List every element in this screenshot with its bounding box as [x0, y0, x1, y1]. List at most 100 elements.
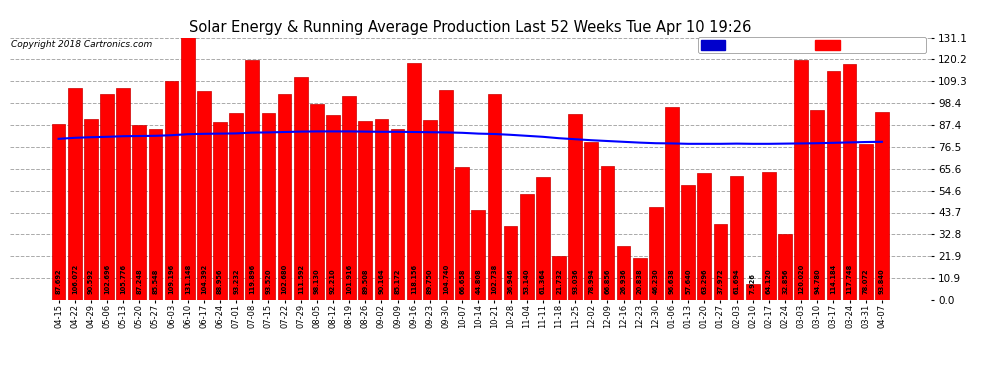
Bar	[520, 194, 534, 300]
Bar	[326, 116, 340, 300]
Bar	[584, 142, 598, 300]
Text: 93.036: 93.036	[572, 268, 578, 294]
Text: 93.232: 93.232	[234, 268, 240, 294]
Text: 92.210: 92.210	[330, 268, 336, 294]
Bar	[440, 90, 452, 300]
Text: 89.508: 89.508	[362, 268, 368, 294]
Text: 87.248: 87.248	[137, 268, 143, 294]
Text: 93.840: 93.840	[879, 268, 885, 294]
Text: 90.592: 90.592	[88, 268, 94, 294]
Bar	[665, 106, 679, 300]
Text: 106.072: 106.072	[71, 264, 78, 294]
Bar	[842, 64, 856, 300]
Bar	[875, 112, 889, 300]
Text: 109.196: 109.196	[168, 264, 174, 294]
Bar	[681, 184, 695, 300]
Bar	[391, 129, 405, 300]
Text: 89.750: 89.750	[427, 268, 433, 294]
Bar	[51, 124, 65, 300]
Bar	[374, 120, 388, 300]
Text: 119.896: 119.896	[249, 264, 255, 294]
Text: 85.172: 85.172	[395, 268, 401, 294]
Bar	[698, 173, 711, 300]
Bar	[343, 96, 356, 300]
Text: 36.946: 36.946	[508, 268, 514, 294]
Text: 37.972: 37.972	[718, 268, 724, 294]
Text: 85.548: 85.548	[152, 268, 158, 294]
Bar	[488, 94, 501, 300]
Text: 111.592: 111.592	[298, 264, 304, 294]
Text: 131.148: 131.148	[185, 264, 191, 294]
Text: 64.120: 64.120	[766, 268, 772, 294]
Text: 90.164: 90.164	[378, 268, 384, 294]
Bar	[278, 94, 291, 300]
Bar	[762, 172, 776, 300]
Bar	[617, 246, 631, 300]
Bar	[471, 210, 485, 300]
Text: 66.856: 66.856	[605, 268, 611, 294]
Bar	[730, 177, 743, 300]
Text: 101.916: 101.916	[346, 264, 352, 294]
Text: Copyright 2018 Cartronics.com: Copyright 2018 Cartronics.com	[11, 40, 152, 49]
Text: 96.638: 96.638	[669, 268, 675, 294]
Bar	[133, 125, 147, 300]
Text: 120.020: 120.020	[798, 264, 804, 294]
Bar	[100, 94, 114, 300]
Text: 7.926: 7.926	[749, 273, 755, 294]
Text: 104.392: 104.392	[201, 264, 207, 294]
Bar	[148, 129, 162, 300]
Bar	[601, 166, 615, 300]
Text: 118.156: 118.156	[411, 264, 417, 294]
Bar	[536, 177, 549, 300]
Text: 114.184: 114.184	[831, 264, 837, 294]
Bar	[164, 81, 178, 300]
Bar	[213, 122, 227, 300]
Text: 32.856: 32.856	[782, 268, 788, 294]
Text: 88.956: 88.956	[217, 268, 223, 294]
Text: 102.696: 102.696	[104, 264, 110, 294]
Text: 53.140: 53.140	[524, 268, 530, 294]
Text: 102.680: 102.680	[281, 264, 288, 294]
Text: 94.780: 94.780	[815, 268, 821, 294]
Bar	[859, 144, 872, 300]
Text: 78.994: 78.994	[588, 268, 594, 294]
Bar	[246, 60, 259, 300]
Bar	[504, 226, 518, 300]
Bar	[116, 88, 130, 300]
Text: 61.364: 61.364	[540, 268, 545, 294]
Text: 105.776: 105.776	[120, 264, 126, 294]
Bar	[358, 121, 372, 300]
Bar	[230, 113, 243, 300]
Bar	[649, 207, 662, 300]
Legend: Average  (kWh), Weekly  (kWh): Average (kWh), Weekly (kWh)	[698, 37, 926, 53]
Bar	[811, 110, 825, 300]
Text: 61.694: 61.694	[734, 268, 740, 294]
Text: 26.936: 26.936	[621, 268, 627, 294]
Text: 93.520: 93.520	[265, 268, 271, 294]
Bar	[407, 63, 421, 300]
Text: 66.658: 66.658	[459, 268, 465, 294]
Bar	[261, 113, 275, 300]
Bar	[294, 76, 308, 300]
Text: 98.130: 98.130	[314, 268, 320, 294]
Text: 46.230: 46.230	[652, 268, 659, 294]
Text: 63.296: 63.296	[701, 268, 707, 294]
Bar	[745, 284, 759, 300]
Bar	[552, 256, 566, 300]
Text: 104.740: 104.740	[444, 264, 449, 294]
Text: 87.692: 87.692	[55, 268, 61, 294]
Bar	[310, 104, 324, 300]
Bar	[794, 60, 808, 300]
Text: 21.732: 21.732	[556, 268, 562, 294]
Bar	[455, 166, 469, 300]
Bar	[778, 234, 792, 300]
Text: 20.838: 20.838	[637, 268, 643, 294]
Bar	[568, 114, 582, 300]
Bar	[197, 91, 211, 300]
Text: 78.072: 78.072	[862, 268, 869, 294]
Text: 57.640: 57.640	[685, 268, 691, 294]
Bar	[827, 71, 841, 300]
Text: 44.808: 44.808	[475, 268, 481, 294]
Bar	[181, 38, 195, 300]
Text: 117.748: 117.748	[846, 264, 852, 294]
